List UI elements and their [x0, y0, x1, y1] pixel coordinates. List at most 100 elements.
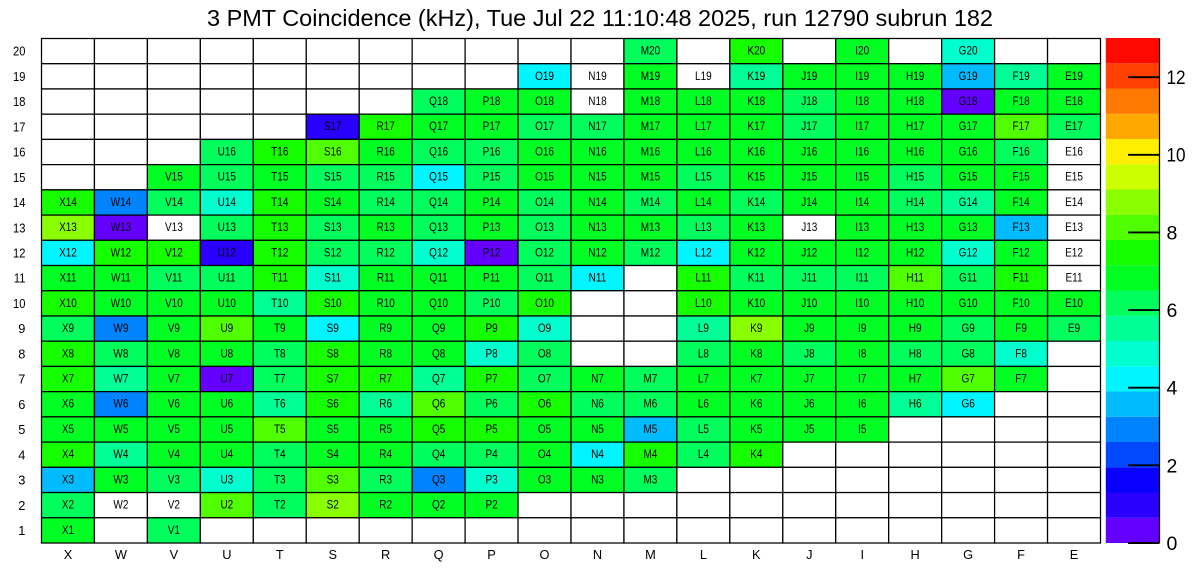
svg-text:F19: F19 [1012, 69, 1030, 83]
svg-text:F15: F15 [1012, 170, 1030, 184]
svg-text:W6: W6 [113, 397, 128, 411]
svg-text:R15: R15 [377, 170, 396, 184]
svg-text:R2: R2 [379, 498, 392, 512]
svg-text:Q16: Q16 [429, 144, 448, 158]
svg-text:H8: H8 [909, 346, 922, 360]
svg-text:J: J [806, 547, 812, 562]
svg-text:P18: P18 [483, 94, 501, 108]
svg-text:R16: R16 [377, 144, 396, 158]
svg-text:X7: X7 [62, 371, 75, 385]
svg-text:K7: K7 [750, 371, 763, 385]
svg-text:17: 17 [13, 119, 25, 134]
svg-text:I: I [860, 547, 864, 562]
svg-text:V: V [170, 547, 179, 562]
svg-text:J14: J14 [801, 195, 817, 209]
svg-text:Q12: Q12 [429, 245, 448, 259]
svg-text:N11: N11 [589, 271, 607, 285]
svg-text:N7: N7 [591, 371, 604, 385]
svg-text:Q5: Q5 [432, 422, 446, 436]
svg-text:O15: O15 [535, 170, 554, 184]
svg-text:Q15: Q15 [429, 170, 448, 184]
svg-text:K8: K8 [750, 346, 763, 360]
svg-text:I16: I16 [855, 144, 869, 158]
svg-text:E17: E17 [1065, 119, 1083, 133]
svg-text:L: L [700, 547, 707, 562]
svg-text:W3: W3 [113, 472, 128, 486]
svg-text:10: 10 [13, 296, 25, 311]
svg-text:V6: V6 [168, 397, 181, 411]
svg-text:3: 3 [18, 473, 25, 488]
svg-text:O16: O16 [535, 144, 554, 158]
svg-text:O10: O10 [535, 296, 554, 310]
svg-text:U3: U3 [220, 472, 233, 486]
svg-text:E16: E16 [1065, 144, 1083, 158]
svg-text:P12: P12 [483, 245, 501, 259]
svg-text:F14: F14 [1012, 195, 1030, 209]
svg-text:M4: M4 [643, 447, 657, 461]
svg-text:W9: W9 [113, 321, 128, 335]
svg-text:N19: N19 [588, 69, 607, 83]
svg-text:5: 5 [18, 422, 25, 437]
svg-text:G6: G6 [961, 397, 975, 411]
svg-text:S3: S3 [327, 472, 340, 486]
svg-text:W: W [115, 547, 128, 562]
svg-text:N18: N18 [588, 94, 607, 108]
svg-text:V4: V4 [168, 447, 181, 461]
svg-text:L9: L9 [698, 321, 709, 335]
svg-text:M14: M14 [641, 195, 661, 209]
svg-text:J13: J13 [801, 220, 817, 234]
svg-text:G17: G17 [959, 119, 978, 133]
svg-text:T10: T10 [271, 296, 289, 310]
svg-text:S10: S10 [324, 296, 342, 310]
svg-text:I15: I15 [855, 170, 869, 184]
svg-text:O8: O8 [538, 346, 552, 360]
svg-text:1: 1 [18, 523, 25, 538]
svg-text:O11: O11 [535, 271, 553, 285]
svg-text:V14: V14 [165, 195, 183, 209]
svg-text:V8: V8 [168, 346, 181, 360]
svg-text:N4: N4 [591, 447, 604, 461]
svg-text:P7: P7 [485, 371, 498, 385]
svg-text:G19: G19 [959, 69, 978, 83]
svg-text:P4: P4 [485, 447, 498, 461]
svg-text:11: 11 [14, 271, 26, 286]
svg-text:P16: P16 [483, 144, 501, 158]
svg-text:U4: U4 [220, 447, 233, 461]
svg-text:Q14: Q14 [429, 195, 448, 209]
svg-text:V2: V2 [168, 498, 181, 512]
svg-text:W11: W11 [111, 271, 131, 285]
svg-text:N13: N13 [588, 220, 607, 234]
svg-text:W2: W2 [113, 498, 128, 512]
svg-text:M13: M13 [641, 220, 661, 234]
svg-text:M12: M12 [641, 245, 661, 259]
svg-text:I10: I10 [855, 296, 869, 310]
svg-text:L5: L5 [698, 422, 709, 436]
svg-text:M3: M3 [643, 472, 657, 486]
svg-text:U15: U15 [218, 170, 237, 184]
svg-text:18: 18 [13, 94, 25, 109]
svg-text:T11: T11 [272, 271, 289, 285]
svg-text:R14: R14 [377, 195, 396, 209]
svg-text:J10: J10 [801, 296, 817, 310]
svg-text:I17: I17 [855, 119, 869, 133]
svg-text:N6: N6 [591, 397, 604, 411]
svg-text:8: 8 [1167, 222, 1178, 244]
svg-text:U12: U12 [218, 245, 237, 259]
svg-text:N5: N5 [591, 422, 604, 436]
svg-text:I7: I7 [858, 371, 867, 385]
svg-text:M: M [645, 547, 656, 562]
svg-text:E: E [1070, 547, 1079, 562]
svg-text:E13: E13 [1065, 220, 1083, 234]
svg-text:Q6: Q6 [432, 397, 446, 411]
svg-text:E12: E12 [1065, 245, 1083, 259]
svg-text:R10: R10 [377, 296, 396, 310]
svg-text:9: 9 [18, 321, 25, 336]
svg-text:L17: L17 [695, 119, 712, 133]
svg-text:F10: F10 [1012, 296, 1030, 310]
svg-text:S: S [328, 547, 337, 562]
svg-text:S5: S5 [327, 422, 340, 436]
svg-text:H7: H7 [909, 371, 922, 385]
svg-text:T13: T13 [271, 220, 289, 234]
svg-text:O14: O14 [535, 195, 554, 209]
svg-text:X9: X9 [62, 321, 75, 335]
